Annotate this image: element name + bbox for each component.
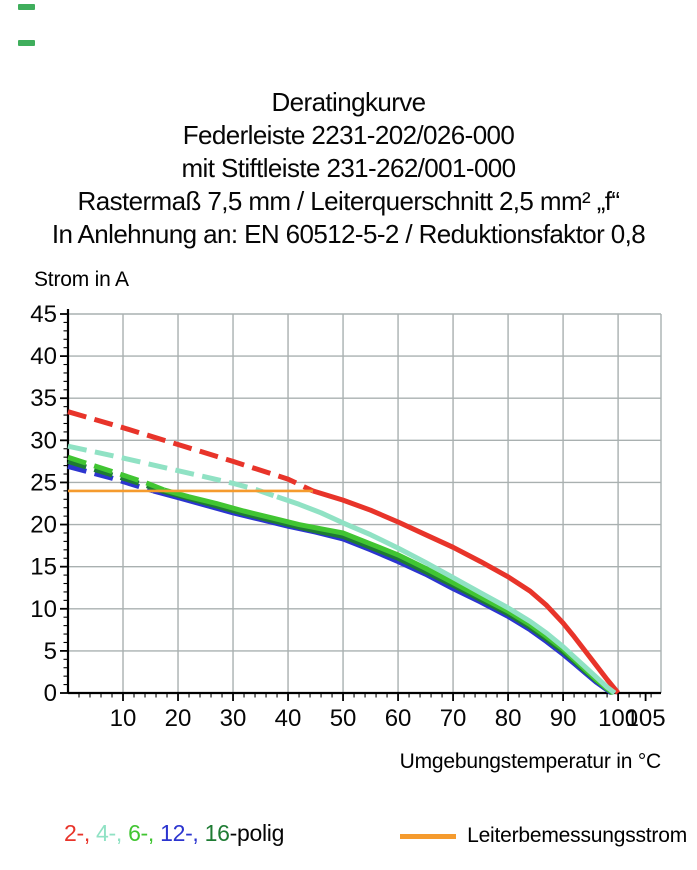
legend-pole-entry: 4-, xyxy=(96,820,129,846)
curve-2-polig-solid xyxy=(312,488,621,695)
curve-16-polig-dashed xyxy=(67,459,163,494)
legend-polig-suffix: -polig xyxy=(229,820,285,846)
rated-current-line-swatch xyxy=(400,833,457,839)
title-line-2: Federleiste 2231-202/026-000 xyxy=(182,120,515,150)
curve-6-polig-dashed xyxy=(67,454,166,493)
chart-title-block: Deratingkurve Federleiste 2231-202/026-0… xyxy=(0,86,697,251)
x-tick-label: 60 xyxy=(385,705,412,732)
y-tick-label: 40 xyxy=(30,343,57,370)
x-tick-label: 90 xyxy=(550,705,577,732)
title-line-3: mit Stiftleiste 231-262/001-000 xyxy=(181,153,516,183)
x-tick-label: 105 xyxy=(626,705,666,732)
y-tick-label: 45 xyxy=(30,301,57,328)
y-tick-label: 20 xyxy=(30,512,57,539)
y-axis-title: Strom in A xyxy=(34,268,129,291)
x-axis-title: Umgebungstemperatur in °C xyxy=(399,750,662,773)
y-tick-label: 35 xyxy=(30,385,57,412)
legend-pole-entry: 12-, xyxy=(160,820,205,846)
y-tick-label: 15 xyxy=(30,554,57,581)
y-tick-label: 25 xyxy=(30,469,57,496)
y-tick-label: 30 xyxy=(30,427,57,454)
y-tick-label: 5 xyxy=(44,638,57,665)
x-tick-label: 10 xyxy=(110,705,137,732)
gridlines xyxy=(68,313,662,693)
x-tick-label: 100 xyxy=(598,705,638,732)
curve-16-polig-solid xyxy=(160,488,615,695)
x-tick-label: 50 xyxy=(330,705,357,732)
x-tick-label: 20 xyxy=(165,705,192,732)
title-line-1: Deratingkurve xyxy=(271,87,426,117)
legend-rated-current: Leiterbemessungsstrom xyxy=(400,824,687,848)
scan-artifact-mark xyxy=(18,40,35,46)
axis-ticks xyxy=(60,313,652,701)
rated-current-label: Leiterbemessungsstrom xyxy=(467,824,687,847)
scan-artifact-mark xyxy=(18,4,35,10)
x-tick-label: 40 xyxy=(275,705,302,732)
y-tick-label: 0 xyxy=(44,680,57,707)
title-line-4: Rastermaß 7,5 mm / Leiterquerschnitt 2,5… xyxy=(77,186,621,216)
curve-4-polig-solid xyxy=(276,494,617,695)
x-tick-label: 70 xyxy=(440,705,467,732)
title-line-5: In Anlehnung an: EN 60512-5-2 / Reduktio… xyxy=(51,219,646,249)
y-tick-label: 10 xyxy=(30,596,57,623)
curve-2-polig-dashed xyxy=(67,409,314,494)
curve-series xyxy=(67,409,621,696)
legend-pole-entry: 16 xyxy=(204,820,230,846)
curve-12-polig-solid xyxy=(152,488,613,696)
legend-pole-entry: 2-, xyxy=(64,820,97,846)
legend-pole-entry: 6-, xyxy=(128,820,161,846)
legend-pole-items: 2-, 4-, 6-, 12-, 16 xyxy=(64,820,230,846)
x-tick-label: 80 xyxy=(495,705,522,732)
x-tick-label: 30 xyxy=(220,705,247,732)
legend-poles: 2-, 4-, 6-, 12-, 16-polig xyxy=(64,820,284,847)
curve-12-polig-dashed xyxy=(67,463,155,494)
